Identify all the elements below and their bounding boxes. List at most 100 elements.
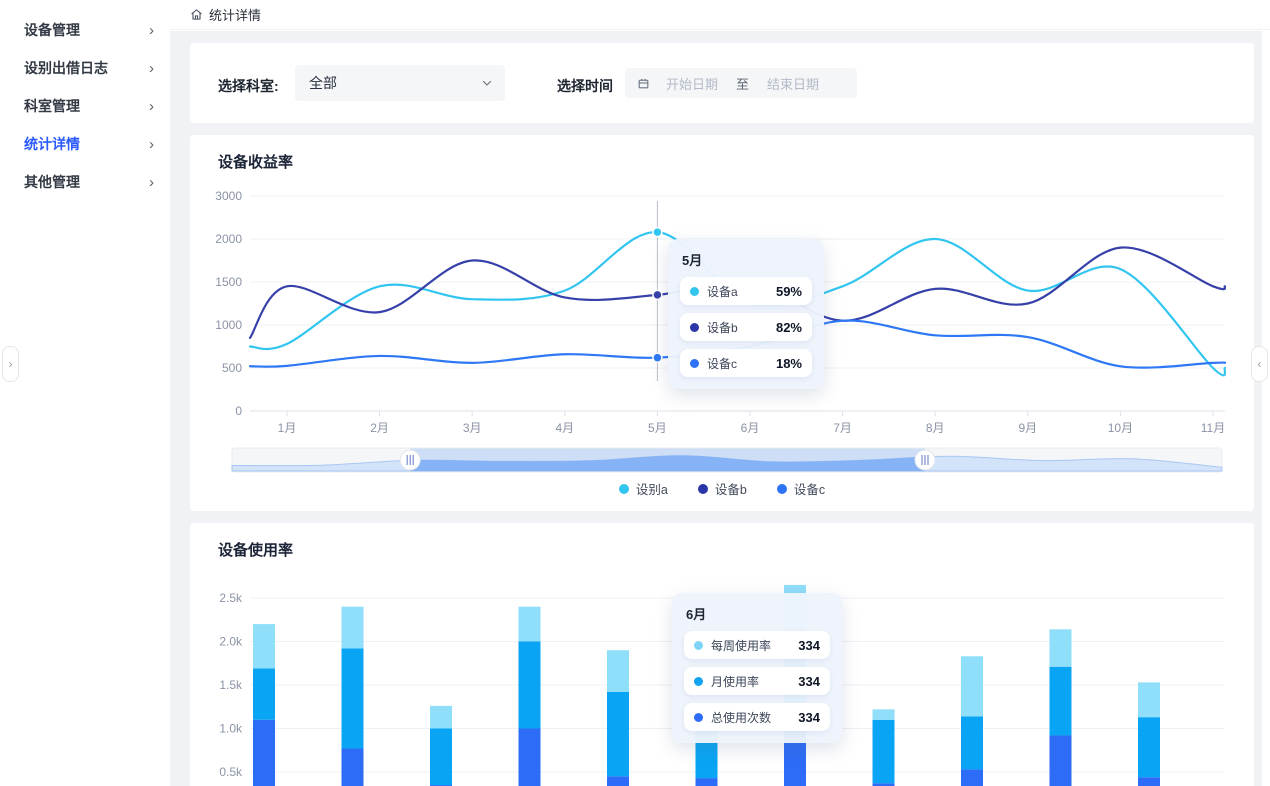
bar-segment-总使用次数 [341, 748, 364, 786]
chevron-right-icon: › [149, 21, 154, 39]
sidebar-item-label: 其他管理 [24, 174, 80, 190]
x-axis-label: 7月 [833, 421, 852, 435]
bar-segment-月使用率 [1049, 666, 1072, 736]
bar-segment-每周使用率 [430, 705, 452, 729]
legend-item-设备b[interactable]: 设备b [697, 479, 747, 498]
revenue-chart-tooltip: 5月 设备a 59% 设备b 82% 设备c 18% [668, 239, 824, 389]
datazoom-window[interactable] [410, 448, 925, 472]
tooltip-row: 设备b 82% [680, 313, 812, 341]
x-axis-label: 10月 [1108, 421, 1133, 435]
tooltip-row-value: 82% [775, 319, 802, 335]
series-dot-icon [690, 286, 699, 296]
datazoom-selected-area [410, 455, 925, 471]
chevron-down-icon [482, 80, 492, 86]
y-axis-label: 3000 [215, 189, 242, 203]
home-icon [191, 9, 202, 20]
bar-segment-总使用次数 [518, 728, 541, 786]
tooltip-row-label: 每周使用率 [711, 638, 772, 653]
tooltip-title: 5月 [682, 253, 703, 268]
tooltip-row: 设备a 59% [680, 277, 812, 305]
y-axis-label: 1000 [215, 318, 242, 332]
legend-dot-icon [697, 483, 708, 494]
chevron-right-icon: › [149, 59, 154, 77]
bar-segment-总使用次数 [253, 719, 275, 786]
datazoom-handle[interactable] [914, 449, 936, 471]
y-axis-label: 1500 [215, 275, 242, 289]
bar-segment-月使用率 [430, 728, 452, 786]
chevron-right-icon: › [149, 135, 154, 153]
bar-segment-总使用次数 [1049, 735, 1072, 786]
revenue-chart-title: 设备收益率 [218, 154, 294, 171]
revenue-chart-card: 设备收益率 3000 2000 1500 1000 500 0 1月 2月 3月 4月 5月 6月 7月… [190, 135, 1254, 511]
y-axis-label: 500 [222, 361, 242, 375]
data-point-marker [652, 226, 663, 238]
tooltip-row-label: 月使用率 [711, 674, 760, 689]
legend-item-设别a[interactable]: 设别a [618, 479, 668, 498]
bar-segment-每周使用率 [872, 709, 895, 720]
x-axis-label: 9月 [1018, 421, 1037, 435]
breadcrumb-title: 统计详情 [209, 8, 262, 23]
tooltip-row-value: 334 [798, 673, 820, 689]
revenue-chart-plot[interactable]: 3000 2000 1500 1000 500 0 1月 2月 3月 4月 5月 6月 7月 8月 9月 10… [190, 135, 1254, 511]
filter-card: 选择科室: 全部 选择时间 开始日期 至 结束日期 [190, 43, 1254, 123]
y-axis-label: 0 [235, 404, 242, 418]
calendar-icon [637, 77, 650, 90]
collapse-left-button[interactable]: › [2, 346, 19, 382]
bar-segment-每周使用率 [961, 656, 983, 717]
sidebar-item-label: 设备管理 [24, 22, 80, 38]
data-point-marker [652, 352, 663, 363]
series-dot-icon [690, 358, 699, 368]
sidebar-item-设别出借日志[interactable]: 设别出借日志 › [0, 49, 170, 87]
y-axis-label: 2.5k [219, 591, 243, 605]
y-axis-label: 2.0k [219, 635, 243, 649]
datazoom-handle[interactable] [399, 449, 421, 471]
series-dot-icon [694, 640, 703, 650]
sidebar-item-统计详情[interactable]: 统计详情 › [0, 125, 170, 163]
bar-segment-总使用次数 [607, 776, 629, 786]
x-axis-label: 6月 [741, 421, 760, 435]
y-axis-label: 0.5k [219, 765, 243, 779]
bar-segment-总使用次数 [872, 783, 895, 786]
bar-segment-总使用次数 [961, 769, 983, 786]
sidebar-item-其他管理[interactable]: 其他管理 › [0, 163, 170, 201]
bar-segment-每周使用率 [607, 650, 629, 692]
tooltip-title: 6月 [686, 607, 707, 622]
tooltip-row: 每周使用率 334 [684, 631, 830, 659]
bar-segment-月使用率 [1138, 717, 1160, 778]
main-content: 选择科室: 全部 选择时间 开始日期 至 结束日期 [170, 31, 1262, 786]
chevron-right-icon: › [149, 97, 154, 115]
start-date-input[interactable]: 开始日期 [666, 76, 719, 92]
usage-chart-card: 设备使用率 2.5k 2.0k 1.5k 1.0k 0.5k 6月 每周使用率 334 月使… [190, 523, 1254, 786]
breadcrumb[interactable]: 统计详情 [190, 5, 261, 24]
sidebar-item-设备管理[interactable]: 设备管理 › [0, 11, 170, 49]
end-date-input[interactable]: 结束日期 [767, 76, 820, 92]
department-select[interactable]: 全部 [295, 65, 505, 101]
breadcrumb-bar: 统计详情 [170, 0, 1270, 30]
sidebar-item-科室管理[interactable]: 科室管理 › [0, 87, 170, 125]
chevron-right-icon: › [149, 173, 154, 191]
series-dot-icon [690, 322, 699, 332]
y-axis-label: 2000 [215, 232, 242, 246]
x-axis-label: 5月 [648, 421, 667, 435]
tooltip-row-value: 59% [775, 283, 802, 299]
time-filter-label: 选择时间 [557, 78, 613, 94]
bar-segment-月使用率 [253, 668, 275, 720]
department-filter-label: 选择科室: [218, 78, 279, 94]
legend-dot-icon [776, 483, 787, 494]
tooltip-row-value: 334 [798, 637, 820, 653]
legend-label: 设别a [635, 483, 668, 497]
bar-segment-月使用率 [872, 719, 895, 784]
date-range-picker[interactable]: 开始日期 至 结束日期 [625, 68, 857, 98]
legend-item-设备c[interactable]: 设备c [776, 479, 825, 498]
usage-chart-tooltip: 6月 每周使用率 334 月使用率 334 总使用次数 334 [672, 593, 842, 743]
bar-segment-月使用率 [961, 716, 983, 770]
bar-segment-月使用率 [341, 648, 364, 749]
bar-segment-月使用率 [518, 641, 541, 729]
tooltip-row: 总使用次数 334 [684, 703, 830, 731]
tooltip-row-label: 设备b [707, 320, 738, 335]
tooltip-row: 月使用率 334 [684, 667, 830, 695]
datazoom-slider[interactable] [231, 447, 1223, 473]
collapse-right-button[interactable]: ‹ [1251, 346, 1268, 382]
bar-segment-每周使用率 [518, 606, 541, 642]
